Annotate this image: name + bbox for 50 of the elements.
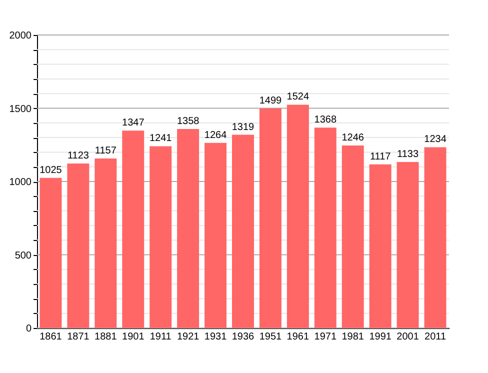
data-label: 1264 bbox=[204, 130, 228, 141]
x-tick-label: 1911 bbox=[150, 332, 172, 342]
x-tick-label: 2001 bbox=[396, 332, 420, 342]
x-tick-label: 2011 bbox=[424, 332, 446, 342]
x-tick-label: 1961 bbox=[286, 332, 310, 342]
bar bbox=[342, 145, 364, 328]
x-tick-label: 1921 bbox=[176, 332, 200, 342]
y-tick-label: 1000 bbox=[9, 177, 32, 188]
x-tick-label: 1936 bbox=[232, 332, 255, 342]
x-tick-label: 1931 bbox=[204, 332, 228, 342]
y-tick-label: 500 bbox=[14, 250, 32, 262]
data-label: 1524 bbox=[286, 92, 310, 103]
bar bbox=[40, 178, 62, 328]
bar bbox=[396, 162, 419, 328]
bar bbox=[424, 147, 446, 328]
data-label: 1234 bbox=[424, 134, 447, 146]
data-label: 1241 bbox=[149, 133, 172, 144]
data-label: 1347 bbox=[122, 118, 145, 129]
data-label: 1499 bbox=[259, 95, 282, 106]
data-label: 1246 bbox=[342, 132, 364, 144]
y-tick-label: 2000 bbox=[9, 30, 32, 42]
y-tick-label: 0 bbox=[26, 324, 32, 334]
bar bbox=[314, 128, 336, 328]
x-tick-label: 1861 bbox=[40, 332, 62, 342]
x-tick-label: 1901 bbox=[122, 332, 145, 342]
bar bbox=[259, 108, 282, 328]
x-tick-label: 1951 bbox=[259, 332, 282, 342]
data-label: 1319 bbox=[232, 122, 255, 133]
data-label: 1358 bbox=[176, 116, 200, 128]
bar bbox=[204, 142, 227, 328]
x-tick-label: 1881 bbox=[94, 332, 118, 342]
x-tick-label: 1981 bbox=[342, 332, 364, 342]
bar bbox=[122, 130, 144, 328]
bar bbox=[67, 163, 90, 328]
data-label: 1123 bbox=[67, 150, 90, 162]
bar bbox=[150, 146, 172, 328]
data-label: 1117 bbox=[370, 151, 392, 162]
y-tick-label: 1500 bbox=[9, 104, 32, 115]
bar bbox=[177, 129, 200, 328]
data-label: 1133 bbox=[397, 149, 419, 160]
x-tick-label: 1991 bbox=[369, 332, 392, 342]
x-tick-label: 1871 bbox=[67, 332, 90, 342]
bar bbox=[94, 158, 117, 328]
data-label: 1368 bbox=[314, 114, 337, 126]
bar bbox=[232, 134, 254, 328]
x-tick-label: 1971 bbox=[314, 332, 337, 342]
bar bbox=[369, 164, 392, 328]
data-label: 1025 bbox=[40, 164, 62, 176]
bar bbox=[286, 104, 309, 328]
data-label: 1157 bbox=[94, 146, 117, 156]
